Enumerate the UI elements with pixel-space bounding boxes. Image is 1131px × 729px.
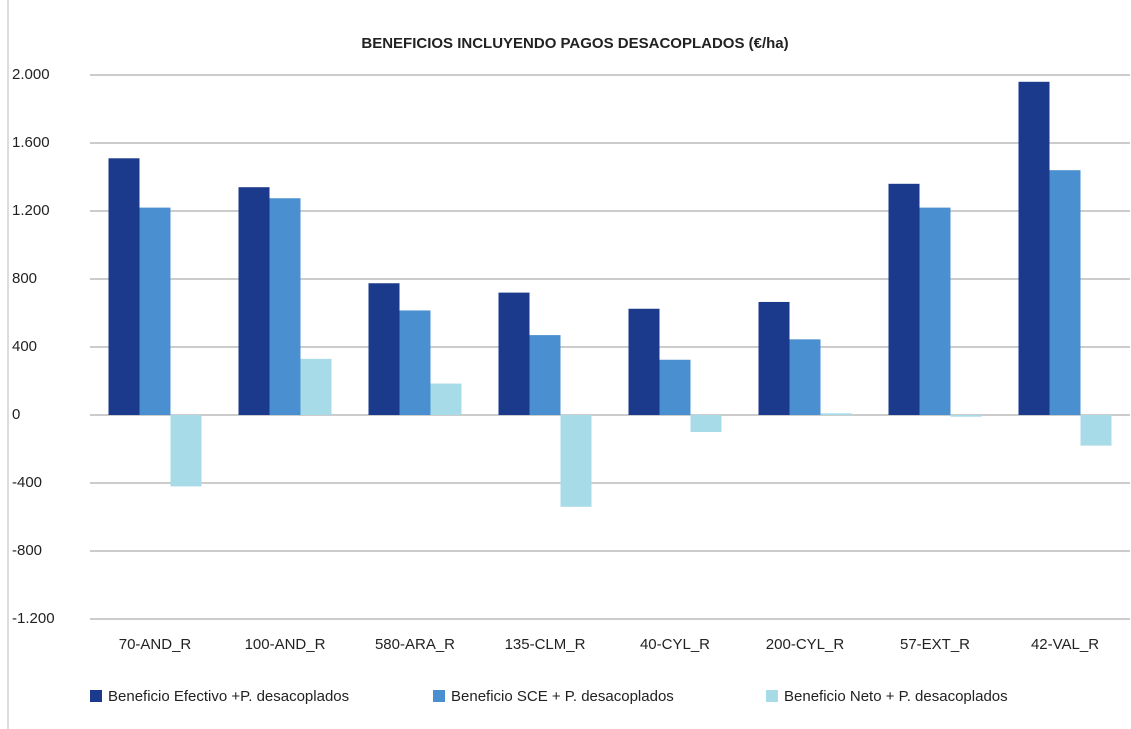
legend-swatch [766, 690, 778, 702]
bar [758, 301, 790, 415]
y-tick-label: -1.200 [12, 610, 55, 627]
y-tick-label: 2.000 [12, 66, 50, 83]
bar [1080, 415, 1112, 446]
bar [300, 358, 332, 415]
bar [659, 359, 691, 415]
legend-label: Beneficio Efectivo +P. desacoplados [108, 688, 349, 705]
bar [1018, 81, 1050, 416]
x-tick-label: 100-AND_R [245, 636, 326, 653]
x-tick-label: 70-AND_R [119, 636, 192, 653]
y-tick-label: 400 [12, 338, 37, 355]
x-tick-label: 40-CYL_R [640, 636, 710, 653]
bar [430, 383, 462, 415]
y-tick-label: -400 [12, 474, 42, 491]
y-tick-label: -800 [12, 542, 42, 559]
bar [789, 339, 821, 415]
bar [690, 415, 722, 432]
bar [139, 207, 171, 415]
x-tick-label: 135-CLM_R [505, 636, 586, 653]
bar [919, 207, 951, 415]
bar [950, 415, 982, 417]
x-tick-label: 580-ARA_R [375, 636, 455, 653]
legend-label: Beneficio Neto + P. desacoplados [784, 688, 1008, 705]
bar [628, 308, 660, 415]
legend-swatch [433, 690, 445, 702]
chart-title: BENEFICIOS INCLUYENDO PAGOS DESACOPLADOS… [361, 35, 788, 52]
bar [529, 335, 561, 415]
legend-label: Beneficio SCE + P. desacoplados [451, 688, 674, 705]
y-tick-label: 800 [12, 270, 37, 287]
bar [888, 183, 920, 415]
bar [560, 415, 592, 507]
x-tick-label: 42-VAL_R [1031, 636, 1099, 653]
bar [108, 158, 140, 416]
bar [498, 292, 530, 415]
x-tick-label: 57-EXT_R [900, 636, 970, 653]
bar [368, 283, 400, 415]
bar [820, 413, 852, 415]
bar [170, 415, 202, 487]
bar [269, 198, 301, 415]
bar [1049, 170, 1081, 415]
y-tick-label: 1.200 [12, 202, 50, 219]
y-tick-label: 1.600 [12, 134, 50, 151]
bar [238, 187, 270, 415]
legend-swatch [90, 690, 102, 702]
y-tick-label: 0 [12, 406, 20, 423]
x-tick-label: 200-CYL_R [766, 636, 845, 653]
bar [399, 310, 431, 415]
